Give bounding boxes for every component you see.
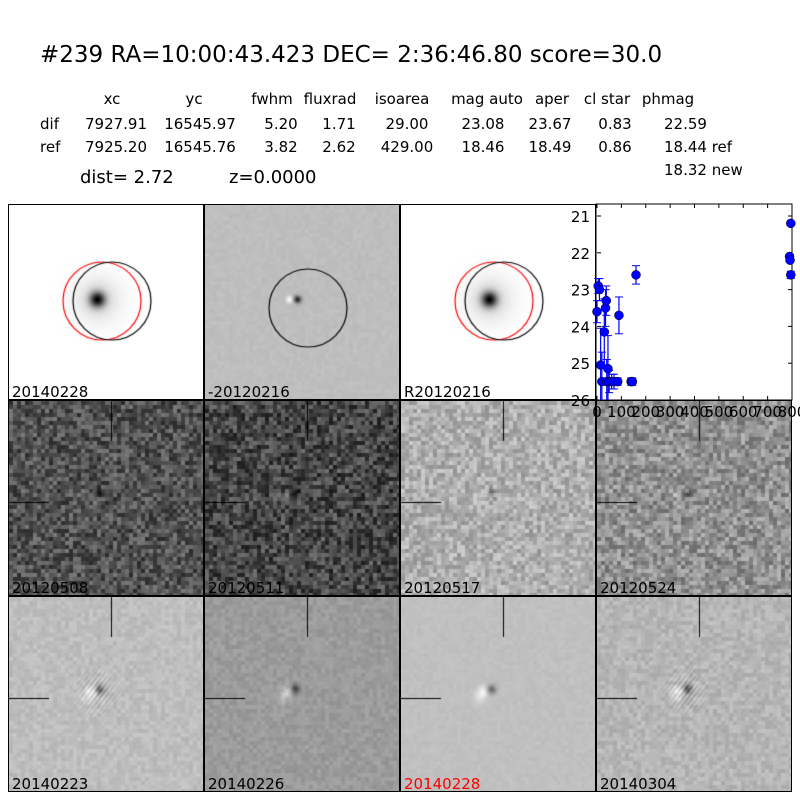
data-point [614, 310, 624, 321]
y-tick-label: 21 [571, 208, 590, 226]
stamp-image [205, 401, 399, 595]
column-header: xc [103, 90, 121, 108]
stamp-image [205, 597, 399, 791]
column-header: isoarea [374, 90, 430, 108]
data-point [786, 218, 796, 229]
column-header: fwhm [251, 90, 293, 108]
stamp-date-label: -20120216 [208, 383, 290, 400]
data-point [627, 376, 638, 387]
stamp-date-label: R20120216 [404, 383, 491, 400]
stamp-date-label: 20140304 [600, 775, 677, 792]
table-cell: 23.08 [461, 115, 505, 133]
column-header: phmag [641, 90, 695, 108]
table-cell: 16545.97 [164, 115, 236, 133]
stamp-image [401, 597, 595, 791]
data-point [786, 270, 796, 280]
stamp-image [401, 401, 595, 595]
column-header: mag auto [451, 90, 523, 108]
data-point [592, 306, 602, 317]
x-tick-label: 600 [729, 403, 758, 421]
image-stamp[interactable]: 20140223 [8, 596, 204, 792]
table-cell: 18.44 ref [664, 138, 733, 156]
table-cell: 16545.76 [164, 138, 236, 156]
stamp-date-label: 20120511 [208, 579, 285, 596]
x-tick-label: 200 [631, 403, 660, 421]
table-cell: 0.86 [598, 138, 632, 156]
image-stamp[interactable]: 20140304 [596, 596, 792, 792]
data-point [612, 376, 623, 387]
stamp-image [9, 597, 203, 791]
table-cell: 29.00 [385, 115, 429, 133]
stamp-date-label: 20140226 [208, 775, 285, 792]
table-cell: 0.83 [598, 115, 632, 133]
image-stamp[interactable]: 20140226 [204, 596, 400, 792]
stamp-image [597, 401, 791, 595]
table-cell: 2.62 [322, 138, 356, 156]
x-tick-label: 0 [592, 403, 602, 421]
table-cell: 22.59 [664, 115, 707, 133]
row-label: dif [40, 115, 59, 133]
image-stamp[interactable]: 20120511 [204, 400, 400, 596]
data-point [601, 295, 612, 306]
x-tick-label: 500 [705, 403, 734, 421]
stamp-image [401, 205, 595, 399]
table-cell: 429.00 [380, 138, 434, 156]
table-cell: 5.20 [264, 115, 298, 133]
column-header: yc [185, 90, 203, 108]
stamp-date-label: 20140223 [12, 775, 89, 792]
y-tick-label: 25 [571, 355, 590, 373]
stamp-date-label: 20120517 [404, 579, 481, 596]
table-cell: 7927.91 [84, 115, 148, 133]
column-header: fluxrad [303, 90, 357, 108]
stamp-date-label: 20120508 [12, 579, 89, 596]
x-tick-label: 800 [778, 403, 800, 421]
stamp-date-label: 20140228 [404, 775, 481, 792]
data-point [603, 363, 613, 374]
column-header: aper [534, 90, 570, 108]
image-stamp[interactable]: R20120216 [400, 204, 596, 400]
data-point [599, 327, 610, 337]
data-point [631, 270, 641, 280]
x-tick-label: 100 [607, 403, 636, 421]
page-title: #239 RA=10:00:43.423 DEC= 2:36:46.80 sco… [40, 42, 663, 68]
table-cell: 18.49 [528, 138, 572, 156]
stamp-image [9, 401, 203, 595]
image-stamp[interactable]: 20140228 [8, 204, 204, 400]
image-stamp[interactable]: 20140228 [400, 596, 596, 792]
y-tick-label: 23 [571, 282, 590, 300]
image-stamp[interactable]: -20120216 [204, 204, 400, 400]
stamp-image [9, 205, 203, 399]
dist-value: dist= 2.72 [80, 167, 174, 188]
z-value: z=0.0000 [229, 167, 317, 188]
table-cell: 1.71 [322, 115, 356, 133]
table-cell: 23.67 [528, 115, 572, 133]
column-header: cl star [583, 90, 631, 108]
stamp-date-label: 20140228 [12, 383, 89, 400]
stamp-image [597, 597, 791, 791]
image-stamp[interactable]: 20120517 [400, 400, 596, 596]
x-tick-label: 300 [656, 403, 685, 421]
image-stamp[interactable]: 20120508 [8, 400, 204, 596]
new-phmag: 18.32 new [664, 161, 743, 179]
y-tick-label: 22 [571, 245, 590, 263]
row-label: ref [40, 138, 61, 156]
table-cell: 7925.20 [84, 138, 148, 156]
stamp-date-label: 20120524 [600, 579, 677, 596]
table-cell: 3.82 [264, 138, 298, 156]
y-tick-label: 24 [571, 318, 590, 336]
data-point [785, 255, 795, 265]
image-stamp[interactable]: 20120524 [596, 400, 792, 596]
x-tick-label: 400 [680, 403, 709, 421]
table-cell: 18.46 [461, 138, 505, 156]
x-tick-label: 700 [753, 403, 782, 421]
stamp-image [205, 205, 399, 399]
plot-area [595, 203, 793, 401]
y-tick-label: 26 [571, 392, 590, 410]
